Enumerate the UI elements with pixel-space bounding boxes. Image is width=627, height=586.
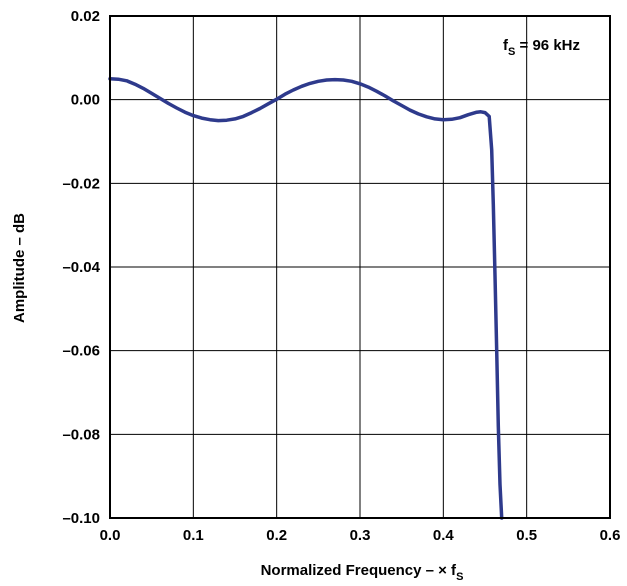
y-tick-label: –0.08 bbox=[62, 426, 100, 443]
sample-rate-annotation: fS = 96 kHz bbox=[503, 37, 580, 58]
x-tick-label: 0.4 bbox=[433, 527, 455, 544]
y-tick-label: 0.00 bbox=[71, 92, 100, 109]
annotation-subscript: S bbox=[508, 46, 515, 58]
plot-frame bbox=[109, 15, 611, 519]
y-axis-label: Amplitude – dB bbox=[11, 213, 28, 323]
annotation-suffix: = 96 kHz bbox=[515, 37, 580, 54]
annotation-prefix: f bbox=[503, 37, 509, 54]
x-axis-label: Normalized Frequency – × fS bbox=[261, 562, 464, 583]
y-tick-label: –0.06 bbox=[62, 343, 100, 360]
series-layer bbox=[108, 77, 504, 520]
x-tick-label: 0.0 bbox=[100, 527, 121, 544]
y-tick-label: –0.10 bbox=[62, 510, 100, 527]
y-tick-label: –0.02 bbox=[62, 175, 100, 192]
x-tick-labels: 0.0 0.1 0.2 0.3 0.4 0.5 0.6 bbox=[100, 527, 621, 544]
y-tick-labels: 0.02 0.00 –0.02 –0.04 –0.06 –0.08 –0.10 bbox=[62, 8, 100, 527]
y-tick-label: 0.02 bbox=[71, 8, 100, 25]
x-tick-label: 0.1 bbox=[183, 527, 204, 544]
x-axis-label-subscript: S bbox=[456, 571, 463, 583]
x-tick-label: 0.2 bbox=[266, 527, 287, 544]
y-tick-label: –0.04 bbox=[62, 259, 100, 276]
x-axis-label-text: Normalized Frequency – × f bbox=[261, 562, 457, 579]
x-tick-label: 0.3 bbox=[350, 527, 371, 544]
x-tick-label: 0.6 bbox=[600, 527, 621, 544]
series-line-0 bbox=[108, 77, 504, 520]
x-tick-label: 0.5 bbox=[516, 527, 537, 544]
